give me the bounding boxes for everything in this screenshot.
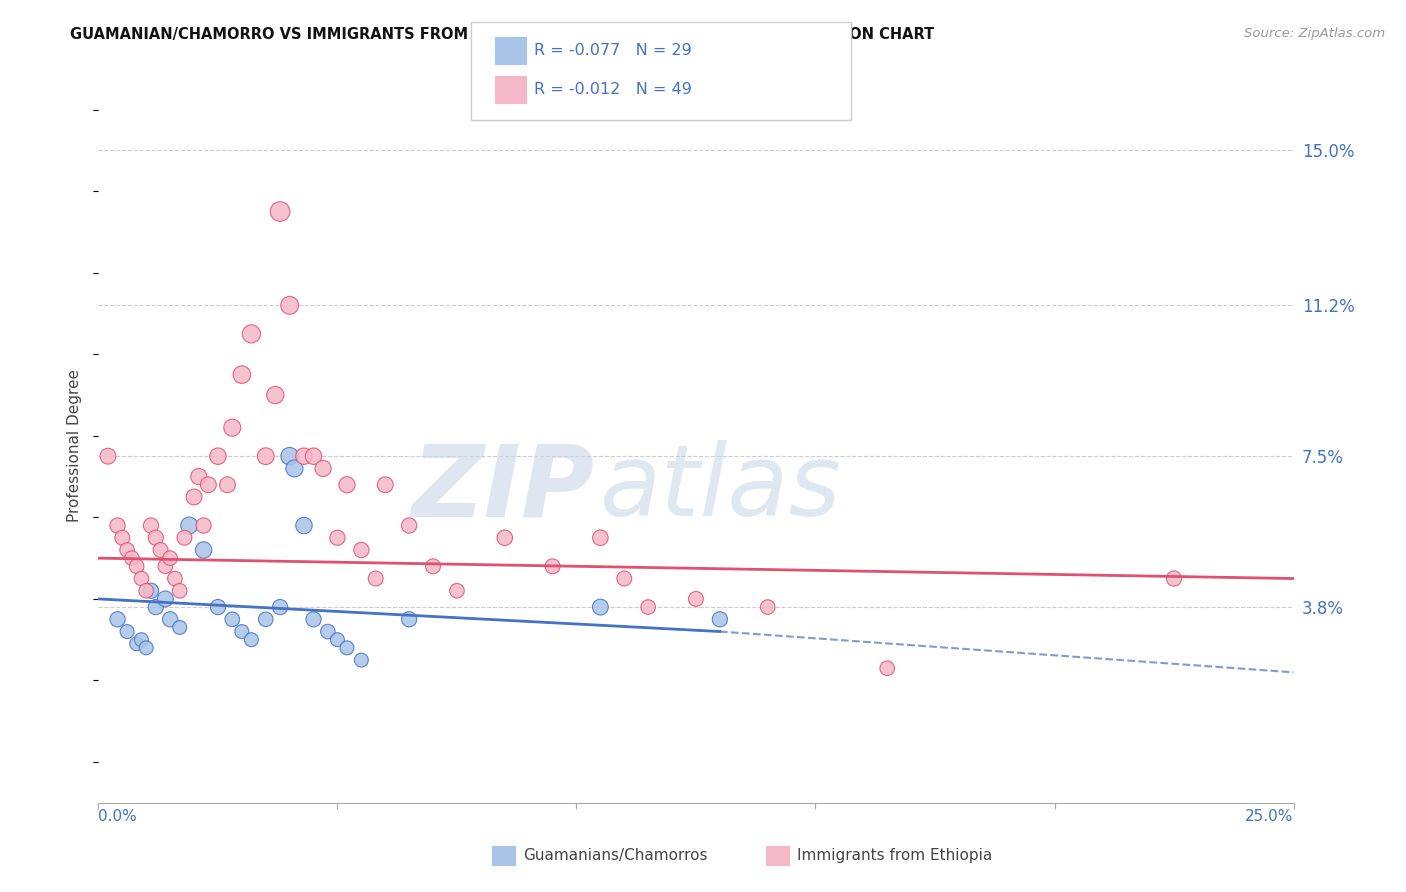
Point (139, 583, 162, 598)
Point (312, 461, 335, 475)
Point (589, 600, 612, 615)
Point (111, 531, 134, 545)
Point (446, 583, 468, 598)
Point (240, 326, 263, 341)
Text: 0.0%: 0.0% (98, 809, 138, 824)
Point (292, 518, 315, 533)
Text: GUAMANIAN/CHAMORRO VS IMMIGRANTS FROM ETHIOPIA PROFESSIONAL DEGREE CORRELATION C: GUAMANIAN/CHAMORRO VS IMMIGRANTS FROM ET… (70, 27, 935, 42)
Point (131, 632, 153, 647)
Point (278, 449, 301, 463)
Point (613, 572, 636, 586)
Point (316, 624, 339, 639)
Point (163, 572, 186, 586)
Point (107, 612, 129, 626)
Point (231, 368, 253, 382)
Point (169, 620, 191, 634)
Point (145, 600, 167, 615)
Point (121, 551, 143, 566)
Text: 25.0%: 25.0% (1246, 809, 1294, 824)
Point (155, 559, 177, 574)
Point (125, 637, 148, 651)
Point (197, 477, 219, 491)
Point (183, 490, 205, 504)
Point (326, 632, 349, 647)
Point (131, 572, 153, 586)
Point (283, 461, 305, 475)
Point (193, 518, 215, 533)
Point (422, 559, 444, 574)
Point (336, 640, 359, 655)
Point (756, 600, 779, 615)
Point (221, 612, 243, 626)
Point (876, 661, 898, 675)
Point (207, 449, 229, 463)
Point (107, 518, 129, 533)
Point (179, 518, 201, 533)
Point (269, 204, 291, 219)
Text: R = -0.012   N = 49: R = -0.012 N = 49 (534, 82, 692, 96)
Point (207, 600, 229, 615)
Point (240, 632, 263, 647)
Point (135, 640, 157, 655)
Point (302, 612, 325, 626)
Point (231, 624, 253, 639)
Point (336, 477, 359, 491)
Point (139, 518, 162, 533)
Text: ZIP: ZIP (412, 441, 595, 537)
Point (292, 449, 315, 463)
Point (115, 543, 138, 558)
Point (159, 551, 181, 566)
Point (193, 543, 215, 558)
Text: R = -0.077   N = 29: R = -0.077 N = 29 (534, 44, 692, 58)
Point (302, 449, 325, 463)
Point (326, 531, 349, 545)
Point (364, 572, 387, 586)
Point (145, 531, 167, 545)
Point (589, 531, 612, 545)
Text: Guamanians/Chamorros: Guamanians/Chamorros (523, 848, 707, 863)
Point (1163, 572, 1185, 586)
Point (350, 653, 373, 667)
Point (254, 449, 277, 463)
Point (494, 531, 516, 545)
Point (374, 477, 396, 491)
Point (159, 612, 181, 626)
Point (637, 600, 659, 615)
Point (125, 559, 148, 574)
Point (278, 298, 301, 312)
Point (709, 612, 731, 626)
Point (135, 583, 157, 598)
Point (97, 449, 120, 463)
Y-axis label: Professional Degree: Professional Degree (67, 369, 83, 523)
Point (115, 624, 138, 639)
Point (350, 543, 373, 558)
Text: atlas: atlas (600, 441, 842, 537)
Point (155, 591, 177, 606)
Point (149, 543, 172, 558)
Point (269, 600, 291, 615)
Text: Immigrants from Ethiopia: Immigrants from Ethiopia (797, 848, 993, 863)
Point (221, 420, 243, 434)
Point (187, 469, 209, 483)
Point (264, 388, 287, 402)
Point (398, 612, 420, 626)
Point (169, 583, 191, 598)
Text: Source: ZipAtlas.com: Source: ZipAtlas.com (1244, 27, 1385, 40)
Point (217, 477, 239, 491)
Point (398, 518, 420, 533)
Point (541, 559, 564, 574)
Point (173, 531, 195, 545)
Point (254, 612, 277, 626)
Point (685, 591, 707, 606)
